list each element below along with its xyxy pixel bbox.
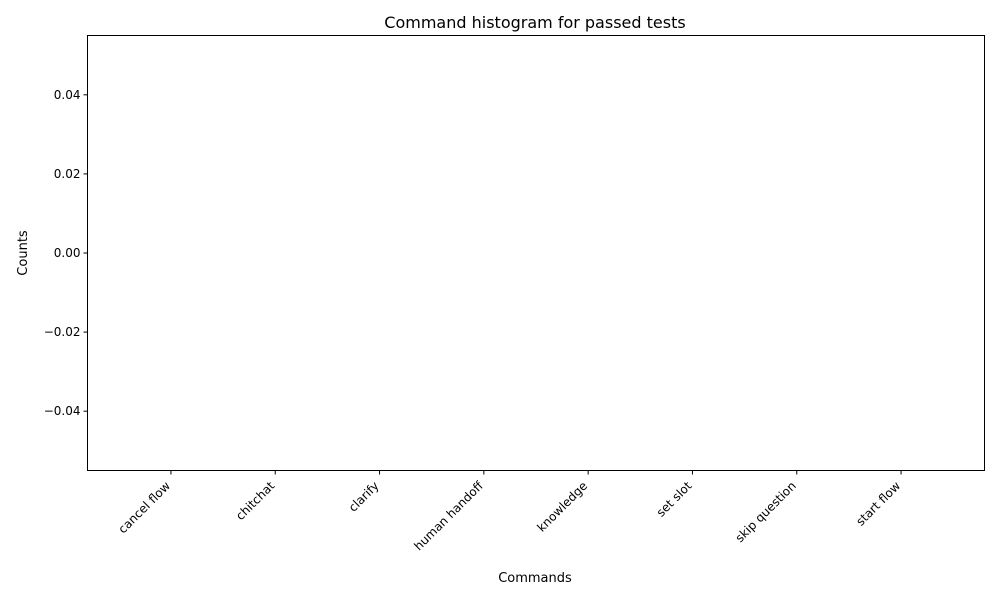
y-tick-label: 0.00 [54, 246, 81, 260]
y-tick-label: −0.04 [44, 404, 81, 418]
x-tick-label: chitchat [233, 479, 277, 523]
x-tick-label: skip question [733, 479, 799, 545]
y-tick-label: 0.04 [54, 88, 81, 102]
x-tick-label: set slot [654, 479, 695, 520]
x-tick-label: knowledge [534, 479, 590, 535]
plot-frame [87, 35, 985, 471]
chart-title: Command histogram for passed tests [384, 13, 685, 32]
x-tick-label: human handoff [411, 478, 486, 553]
y-axis-ticks: −0.04 −0.02 0.00 0.02 0.04 [44, 88, 88, 418]
x-axis-ticks: cancel flow chitchat clarify human handoff k… [116, 470, 903, 553]
x-tick-label: cancel flow [116, 479, 174, 537]
x-tick-label: start flow [853, 479, 903, 529]
x-tick-label: clarify [346, 479, 382, 515]
y-axis-label: Counts [16, 230, 31, 276]
x-axis-label: Commands [498, 571, 572, 586]
y-tick-label: 0.02 [54, 167, 81, 181]
y-tick-label: −0.02 [44, 325, 81, 339]
